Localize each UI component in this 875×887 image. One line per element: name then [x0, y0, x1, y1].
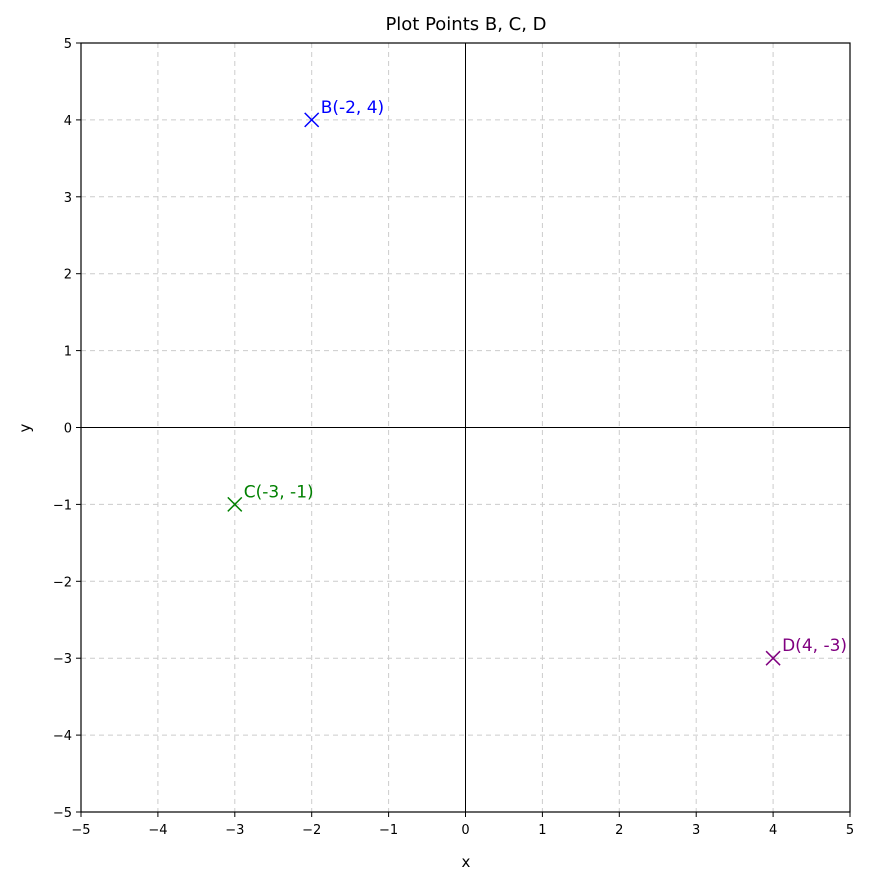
- y-axis-label: y: [16, 423, 34, 432]
- x-tick-label: −3: [225, 823, 244, 838]
- y-tick-label: 4: [64, 114, 72, 129]
- x-tick-label: 5: [846, 823, 854, 838]
- x-tick-label: 0: [461, 823, 469, 838]
- y-tick-label: −3: [53, 652, 72, 667]
- point-label: B(-2, 4): [321, 98, 385, 118]
- y-tick-label: −5: [53, 806, 72, 821]
- x-marker: [227, 496, 243, 512]
- y-tick-label: 0: [64, 422, 72, 437]
- data-point-b: B(-2, 4): [304, 98, 385, 128]
- y-tick-label: −1: [53, 498, 72, 513]
- zero-lines: [81, 43, 850, 812]
- x-marker: [765, 650, 781, 666]
- data-point-c: C(-3, -1): [227, 482, 314, 512]
- x-marker: [304, 112, 320, 128]
- y-tick-label: 3: [64, 191, 72, 206]
- x-tick-label: −4: [148, 823, 167, 838]
- x-tick-label: −5: [71, 823, 90, 838]
- x-tick-label: 4: [769, 823, 777, 838]
- axis-ticks: −5 −4 −3 −2 −1 0 1 2 3 4 5 −5 −4 −3 −2 −1 0 1 2 3 4 5: [53, 37, 854, 838]
- x-tick-label: 3: [692, 823, 700, 838]
- y-tick-label: −2: [53, 575, 72, 590]
- x-axis-label: x: [462, 853, 471, 871]
- grid: [81, 43, 850, 812]
- point-label: C(-3, -1): [244, 482, 314, 502]
- data-points: B(-2, 4) C(-3, -1) D(4, -3): [227, 98, 847, 666]
- x-tick-label: 2: [615, 823, 623, 838]
- chart-title: Plot Points B, C, D: [385, 14, 546, 35]
- y-tick-label: −4: [53, 729, 72, 744]
- y-tick-label: 2: [64, 268, 72, 283]
- y-tick-label: 1: [64, 345, 72, 360]
- x-tick-label: 1: [538, 823, 546, 838]
- data-point-d: D(4, -3): [765, 636, 847, 666]
- x-tick-label: −1: [379, 823, 398, 838]
- y-tick-label: 5: [64, 37, 72, 52]
- point-label: D(4, -3): [782, 636, 847, 656]
- x-tick-label: −2: [302, 823, 321, 838]
